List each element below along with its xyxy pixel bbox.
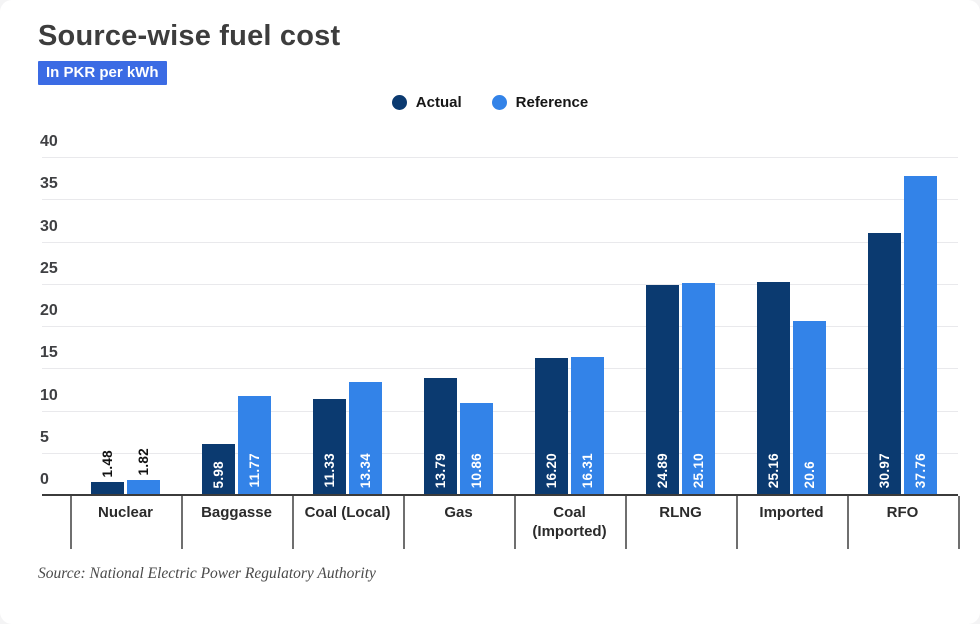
bar-reference [127,480,160,495]
bar-actual: 13.79 [424,378,457,495]
gridline [42,368,958,370]
bar-value-text: 37.76 [913,452,928,488]
category-label: Imported [759,504,824,521]
gridline [42,157,958,158]
bar-value-text: 25.10 [691,452,706,488]
bar-reference: 20.6 [793,321,826,495]
bar-reference: 37.76 [904,176,937,495]
bar-value-text: 30.97 [877,452,892,488]
bar-actual: 11.33 [313,399,346,495]
y-axis-label: 0 [40,471,49,488]
x-axis-tick [70,496,72,549]
x-axis-tick [736,496,738,549]
bar-value-label: 37.76 [904,453,937,488]
gridline [42,410,958,412]
bar-value-label: 24.89 [646,453,679,488]
y-axis-label: 25 [40,259,58,277]
legend-swatch-actual-icon [391,94,407,110]
bar-value-label: 5.98 [202,461,235,488]
x-axis-tick [847,496,849,549]
bar-value-text: 1.82 [136,447,151,475]
gridline [42,283,958,285]
x-axis-tick [292,496,294,549]
legend-item-actual: Actual [391,93,462,111]
category-label: Gas [444,504,473,521]
gridline [42,199,958,201]
bar-value-label: 25.16 [757,453,790,488]
y-axis-label: 5 [40,428,49,446]
bar-reference: 11.77 [238,396,271,495]
bar-value-label: 10.86 [460,453,493,488]
y-axis-label: 15 [40,344,58,362]
bar-value-text: 10.86 [469,452,484,488]
y-axis-label: 40 [40,133,58,150]
bar-reference: 25.10 [682,283,715,495]
bar-value-label: 30.97 [868,453,901,488]
x-axis-tick [181,496,183,549]
bar-actual: 5.98 [202,444,235,495]
category-label: Baggasse [201,504,272,521]
legend-item-reference: Reference [491,93,589,111]
y-axis-label: 35 [40,175,58,193]
bar-value-label: 1.48 [91,450,124,477]
bar-value-text: 11.77 [247,453,262,488]
bar-reference: 16.31 [571,357,604,495]
bar-value-text: 16.31 [580,452,595,488]
x-axis-tick [958,496,960,549]
bar-reference: 13.34 [349,382,382,495]
bar-value-text: 20.6 [802,460,817,488]
x-axis-tick [514,496,516,549]
source-attribution: Source: National Electric Power Regulato… [38,565,376,582]
legend: Actual Reference [0,92,980,112]
bar-value-label: 11.77 [238,453,271,488]
y-axis-label: 20 [40,302,58,319]
bar-value-label: 25.10 [682,453,715,488]
bar-actual: 30.97 [868,233,901,495]
bar-actual: 25.16 [757,282,790,495]
bar-value-text: 13.79 [433,452,448,488]
legend-label-actual: Actual [415,93,462,111]
legend-swatch-reference-icon [491,94,507,110]
bar-value-label: 1.82 [127,448,160,475]
bar-value-text: 13.34 [358,452,373,488]
legend-label-reference: Reference [515,93,589,111]
bar-actual [91,482,124,495]
bar-value-label: 16.20 [535,453,568,488]
x-axis-tick [625,496,627,549]
bar-reference: 10.86 [460,403,493,495]
gridline [42,326,958,327]
bar-value-text: 24.89 [655,452,670,488]
bar-actual: 16.20 [535,358,568,495]
bar-value-label: 20.6 [793,461,826,488]
x-axis-line [42,494,958,496]
bar-value-label: 13.79 [424,453,457,488]
category-label: Coal (Local) [304,504,391,521]
unit-badge: In PKR per kWh [38,61,167,85]
category-label: RFO [886,504,919,521]
bar-value-label: 11.33 [313,453,346,488]
bar-actual: 24.89 [646,285,679,495]
gridline [42,241,958,243]
bar-value-text: 16.20 [544,452,559,488]
x-axis-tick [403,496,405,549]
gridline [42,452,958,454]
y-axis-label: 30 [40,217,58,235]
bar-value-text: 11.33 [322,453,337,488]
bar-value-text: 1.48 [100,449,115,477]
category-label: Nuclear [97,504,154,521]
bar-value-text: 5.98 [211,460,226,488]
y-axis-label: 10 [40,386,58,404]
bar-value-label: 16.31 [571,453,604,488]
bar-value-text: 25.16 [766,452,781,488]
category-label: RLNG [659,504,702,521]
bar-value-label: 13.34 [349,453,382,488]
category-label: Coal (Imported) [532,504,607,540]
page-title: Source-wise fuel cost [38,20,341,52]
